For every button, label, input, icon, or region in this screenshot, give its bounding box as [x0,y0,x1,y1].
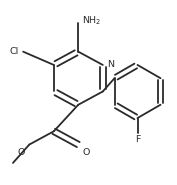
Text: Cl: Cl [10,47,19,56]
Text: O: O [18,148,25,157]
Text: N: N [107,60,114,69]
Text: O: O [82,148,90,157]
Text: NH$_2$: NH$_2$ [82,15,102,27]
Text: F: F [135,135,140,144]
